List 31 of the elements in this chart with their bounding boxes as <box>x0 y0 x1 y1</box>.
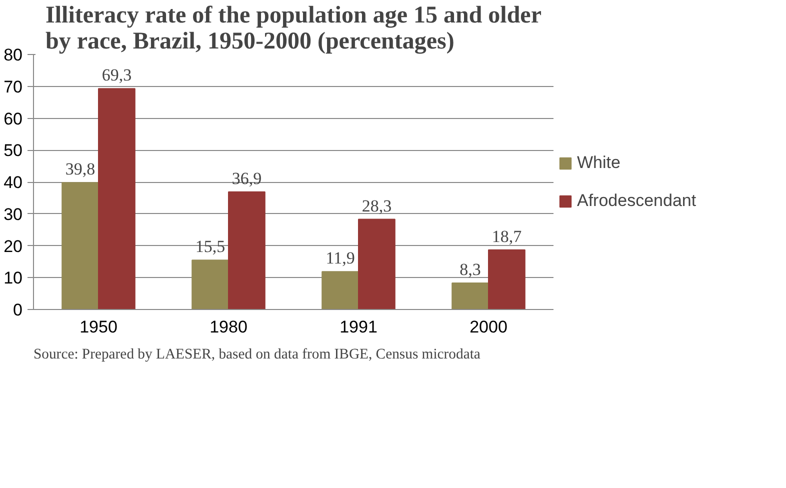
bar <box>62 182 99 310</box>
y-tick-label: 40 <box>4 173 23 192</box>
bar <box>358 218 396 310</box>
bar <box>98 88 136 310</box>
data-label: 18,7 <box>492 226 522 246</box>
data-label: 69,3 <box>102 66 132 85</box>
y-tick-label: 60 <box>4 109 23 128</box>
y-tick-label: 30 <box>4 204 23 224</box>
bar <box>452 282 489 310</box>
data-label: 28,3 <box>362 196 392 216</box>
y-tick-label: 0 <box>13 300 23 320</box>
x-tick-label: 1991 <box>340 318 378 336</box>
x-tick-label: 1950 <box>80 318 118 336</box>
y-tick-label: 10 <box>4 268 23 288</box>
legend-label: Afrodescendant <box>577 190 696 210</box>
x-tick-label: 1980 <box>210 318 248 336</box>
bar <box>192 260 229 310</box>
y-tick-label: 80 <box>4 46 23 64</box>
data-label: 8,3 <box>460 260 481 280</box>
y-tick-label: 20 <box>4 236 23 256</box>
data-label: 39,8 <box>65 160 96 179</box>
y-tick-label: 70 <box>4 77 23 96</box>
data-label: 11,9 <box>326 248 355 268</box>
bar <box>488 249 526 310</box>
y-tick-label: 50 <box>4 141 23 160</box>
source-note: Source: Prepared by LAESER, based on data from IBGE, Census microdata <box>34 346 481 362</box>
bar <box>322 271 359 310</box>
bar <box>228 191 266 310</box>
x-tick-label: 2000 <box>470 318 508 336</box>
chart-title: Illiteracy rate of the population age 15 and older by race, Brazil, 1950-2000 (percentages) <box>46 2 542 54</box>
legend-label: White <box>577 152 620 172</box>
